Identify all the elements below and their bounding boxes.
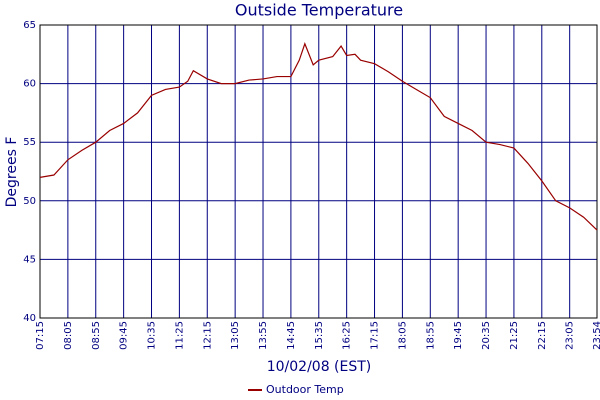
x-tick-label: 11:25 bbox=[174, 321, 185, 350]
x-tick-label: 18:05 bbox=[397, 321, 408, 350]
x-tick-label: 18:55 bbox=[425, 321, 436, 350]
x-tick-label: 15:35 bbox=[314, 321, 325, 350]
legend-label: Outdoor Temp bbox=[266, 383, 344, 396]
y-tick-label: 50 bbox=[23, 196, 36, 207]
x-tick-label: 20:35 bbox=[481, 321, 492, 350]
chart-title: Outside Temperature bbox=[235, 1, 403, 20]
y-tick-label: 45 bbox=[23, 254, 36, 265]
x-tick-label: 08:55 bbox=[91, 321, 102, 350]
y-tick-label: 60 bbox=[23, 79, 36, 90]
x-tick-label: 13:55 bbox=[258, 321, 269, 350]
x-tick-label: 23:54 bbox=[592, 321, 600, 350]
x-tick-label: 07:15 bbox=[35, 321, 46, 350]
x-tick-label: 23:05 bbox=[565, 321, 576, 350]
x-tick-label: 19:45 bbox=[453, 321, 464, 350]
x-tick-label: 22:15 bbox=[537, 321, 548, 350]
x-tick-label: 08:05 bbox=[63, 321, 74, 350]
x-tick-label: 10:35 bbox=[147, 321, 158, 350]
y-axis-label: Degrees F bbox=[4, 137, 20, 208]
x-tick-label: 13:05 bbox=[230, 321, 241, 350]
x-tick-label: 09:45 bbox=[119, 321, 130, 350]
plot-frame bbox=[39, 24, 598, 319]
x-tick-label: 12:15 bbox=[202, 321, 213, 350]
x-tick-label: 16:25 bbox=[342, 321, 353, 350]
x-tick-label: 14:45 bbox=[286, 321, 297, 350]
y-tick-label: 40 bbox=[23, 313, 36, 324]
data-line bbox=[39, 42, 598, 231]
x-tick-label: 17:15 bbox=[370, 321, 381, 350]
y-tick-label: 55 bbox=[23, 137, 36, 148]
x-tick-label: 21:25 bbox=[509, 321, 520, 350]
y-tick-label: 65 bbox=[23, 20, 36, 31]
x-axis-label: 10/02/08 (EST) bbox=[267, 359, 372, 375]
